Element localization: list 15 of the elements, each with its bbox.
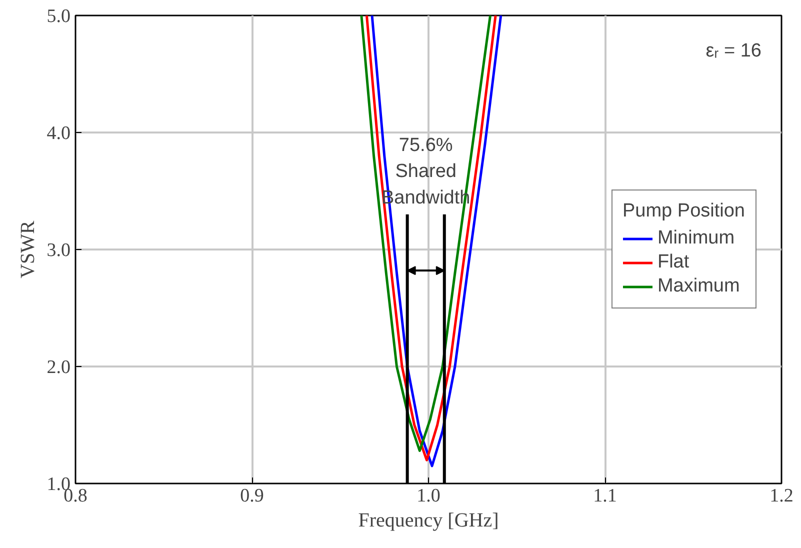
x-tick-label: 1.2 xyxy=(770,486,794,506)
y-tick-label: 4.0 xyxy=(46,123,70,144)
x-tick-label: 0.9 xyxy=(240,486,264,506)
legend-title: Pump Position xyxy=(622,200,745,222)
x-axis-title: Frequency [GHz] xyxy=(358,510,499,532)
y-tick-label: 5.0 xyxy=(46,6,70,27)
y-tick-label: 2.0 xyxy=(46,357,70,378)
x-tick-label: 1.1 xyxy=(593,486,617,506)
y-tick-label: 3.0 xyxy=(46,240,70,261)
annotation: εᵣ = 16 xyxy=(706,40,762,62)
legend-label: Flat xyxy=(657,252,690,274)
legend-label: Maximum xyxy=(657,276,740,298)
legend-label: Minimum xyxy=(657,228,735,250)
x-tick-label: 1.0 xyxy=(416,486,440,506)
y-axis-title: VSWR xyxy=(16,220,39,278)
